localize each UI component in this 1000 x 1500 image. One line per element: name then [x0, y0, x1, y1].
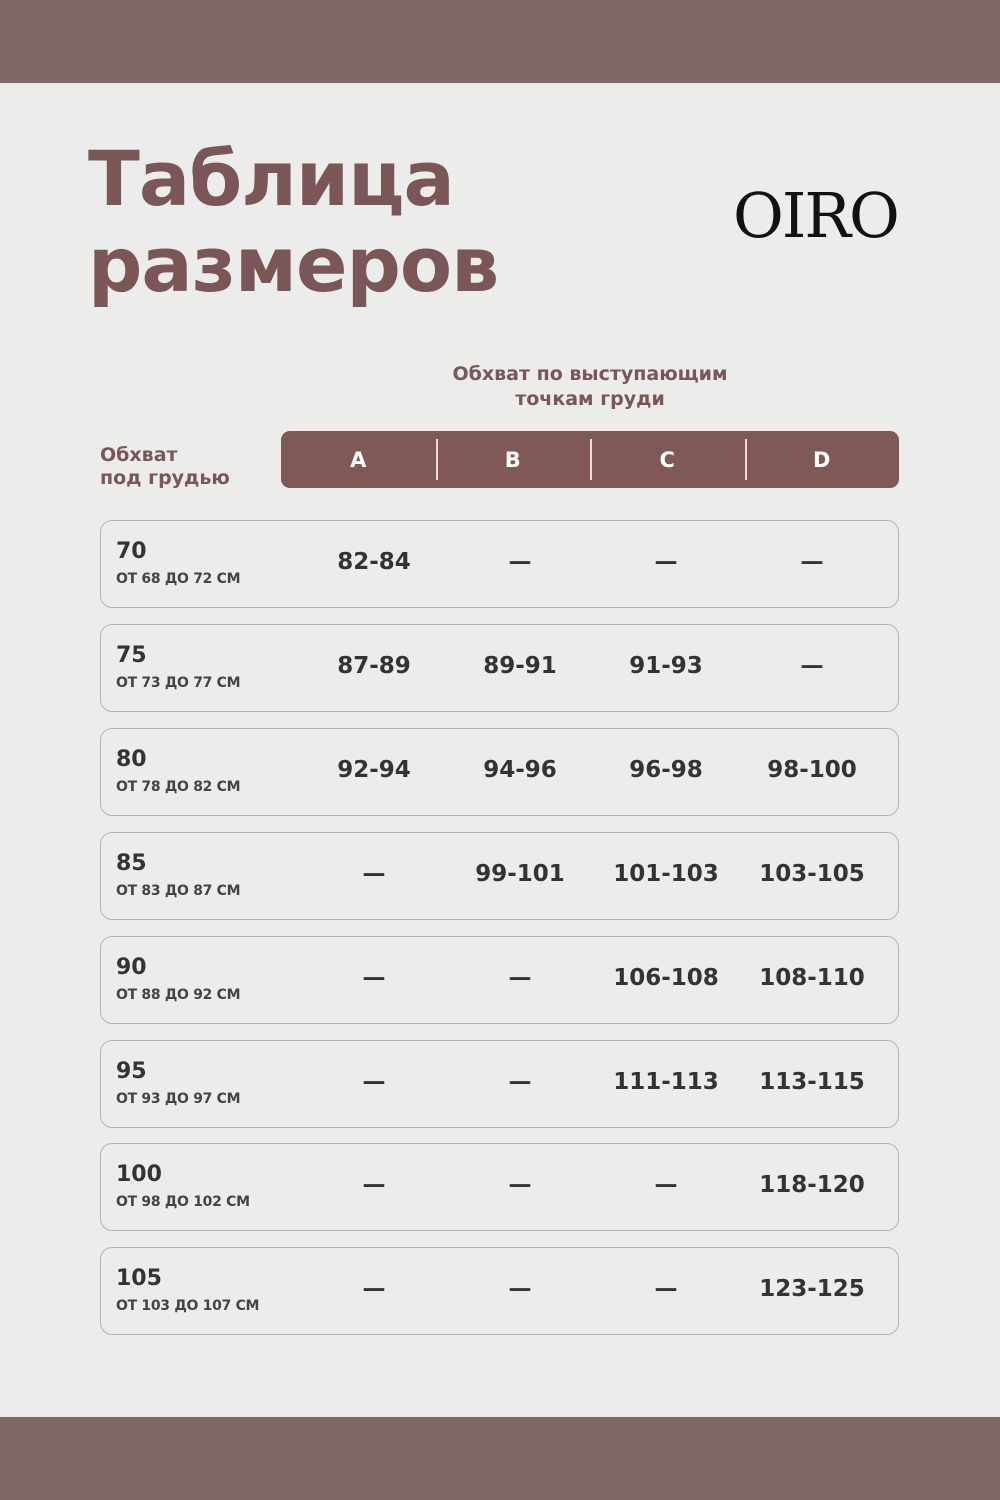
title-line-2: размеров — [88, 220, 499, 309]
table-row: 100 ОТ 98 ДО 102 СМ — — — 118-120 — [100, 1143, 899, 1232]
cell-cup-b: 94-96 — [483, 756, 557, 783]
cell-cup-a: — — [362, 860, 386, 887]
brand-logo: OIRO — [733, 179, 900, 252]
table-row: 95 ОТ 93 ДО 97 СМ — — 111-113 113-115 — [100, 1039, 899, 1128]
cell-cup-a: — — [362, 1068, 386, 1095]
cup-a: A — [350, 447, 367, 472]
cell-cup-b: 89-91 — [483, 652, 557, 679]
band-range: ОТ 73 ДО 77 СМ — [116, 674, 241, 691]
cell-cup-a: — — [362, 964, 386, 991]
underbust-label: Обхват под грудью — [100, 444, 230, 490]
cell-cup-c: 101-103 — [613, 860, 719, 887]
bottom-band — [0, 1417, 1000, 1500]
band-size: 95 — [116, 1058, 147, 1084]
table-row: 90 ОТ 88 ДО 92 СМ — — 106-108 108-110 — [100, 935, 899, 1024]
table-row: 75 ОТ 73 ДО 77 СМ 87-89 89-91 91-93 — — [100, 623, 899, 712]
cell-cup-b: — — [508, 1172, 532, 1199]
top-band — [0, 0, 1000, 83]
cell-cup-c: 111-113 — [613, 1068, 719, 1095]
band-size: 70 — [116, 539, 147, 564]
cell-cup-c: 91-93 — [629, 652, 703, 679]
cell-cup-c: 106-108 — [613, 964, 719, 991]
cell-cup-d: 118-120 — [759, 1172, 865, 1199]
table-row: 80 ОТ 78 ДО 82 СМ 92-94 94-96 96-98 98-100 — [100, 727, 899, 816]
cell-cup-d: 108-110 — [759, 964, 865, 991]
cell-cup-c: — — [654, 549, 678, 575]
underbust-label-line-2: под грудью — [100, 467, 230, 489]
band-range: ОТ 68 ДО 72 СМ — [116, 571, 241, 587]
cup-header: A B C D — [281, 431, 899, 488]
cell-cup-b: — — [508, 964, 532, 991]
cell-cup-d: 98-100 — [767, 756, 857, 783]
table-row: 105 ОТ 103 ДО 107 СМ — — — 123-125 — [100, 1247, 899, 1336]
band-range: ОТ 83 ДО 87 СМ — [116, 882, 241, 899]
cell-cup-d: 123-125 — [759, 1276, 865, 1303]
cell-cup-d: — — [800, 549, 824, 575]
band-size: 80 — [116, 746, 147, 772]
underbust-label-line-1: Обхват — [100, 444, 178, 466]
cell-cup-b: 99-101 — [475, 860, 565, 887]
band-range: ОТ 78 ДО 82 СМ — [116, 778, 241, 795]
cell-cup-d: 103-105 — [759, 860, 865, 887]
cell-cup-c: — — [654, 1276, 678, 1303]
cup-d: D — [744, 431, 900, 488]
table-row: 70 ОТ 68 ДО 72 СМ 82-84 — — — — [100, 520, 899, 608]
cell-cup-b: — — [508, 1276, 532, 1303]
cell-cup-c: 96-98 — [629, 756, 703, 783]
cell-cup-d: — — [800, 652, 824, 679]
band-range: ОТ 88 ДО 92 СМ — [116, 986, 241, 1003]
band-range: ОТ 103 ДО 107 СМ — [116, 1298, 260, 1315]
cell-cup-b: — — [508, 549, 532, 575]
bust-label: Обхват по выступающим точкам груди — [440, 362, 740, 412]
cup-b: B — [435, 431, 591, 488]
band-size: 105 — [116, 1266, 162, 1292]
bust-label-line-1: Обхват по выступающим — [452, 363, 728, 385]
band-size: 100 — [116, 1162, 162, 1188]
cell-cup-a: 87-89 — [337, 652, 411, 679]
title-line-1: Таблица — [88, 134, 455, 223]
band-range: ОТ 98 ДО 102 СМ — [116, 1194, 250, 1211]
band-size: 90 — [116, 954, 147, 980]
cell-cup-a: 92-94 — [337, 756, 411, 783]
cup-c: C — [590, 431, 745, 488]
table-row: 85 ОТ 83 ДО 87 СМ — 99-101 101-103 103-105 — [100, 831, 899, 920]
cell-cup-d: 113-115 — [759, 1068, 865, 1095]
cell-cup-c: — — [654, 1172, 678, 1199]
bust-label-line-2: точкам груди — [515, 388, 665, 410]
cell-cup-b: — — [508, 1068, 532, 1095]
band-size: 75 — [116, 642, 147, 668]
cell-cup-a: — — [362, 1172, 386, 1199]
cell-cup-a: — — [362, 1276, 386, 1303]
band-size: 85 — [116, 850, 147, 876]
page-title: Таблица размеров — [88, 134, 499, 309]
cell-cup-a: 82-84 — [337, 549, 411, 575]
band-range: ОТ 93 ДО 97 СМ — [116, 1090, 241, 1107]
